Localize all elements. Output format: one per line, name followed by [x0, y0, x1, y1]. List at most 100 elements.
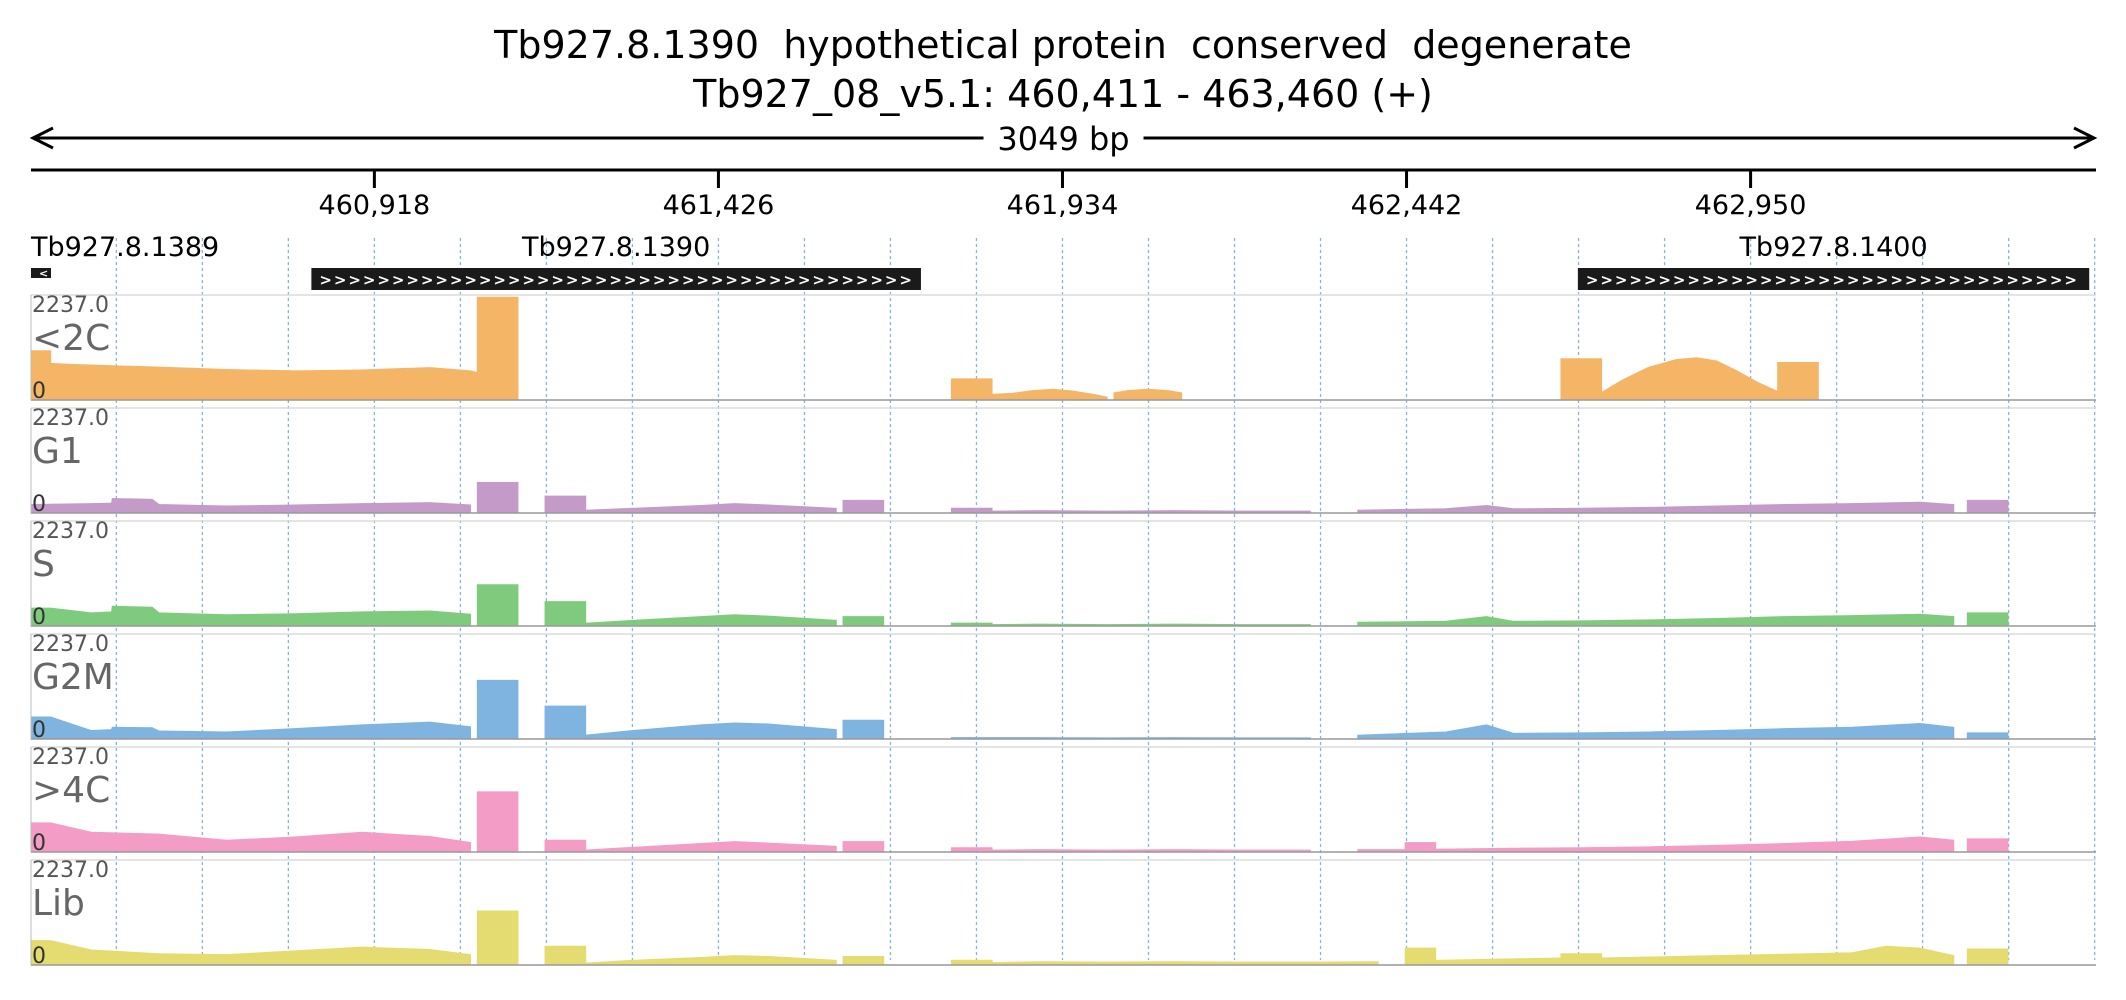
coverage-area [585, 722, 837, 740]
y-max-label: 2237.0 [32, 406, 109, 431]
strand-arrow-icon: > [522, 271, 535, 289]
strand-arrow-icon: > [1600, 271, 1613, 289]
coverage-area [950, 378, 993, 401]
strand-arrow-icon: > [1760, 271, 1773, 289]
chart-subtitle: Tb927_08_v5.1: 460,411 - 463,460 (+) [693, 72, 1433, 116]
coverage-area [30, 716, 472, 740]
coverage-area [544, 945, 587, 966]
coverage-area [476, 296, 519, 401]
y-min-label: 0 [32, 831, 46, 856]
coverage-area [1435, 836, 1955, 853]
strand-arrow-icon: > [1934, 271, 1947, 289]
x-tick-label-1: 461,426 [663, 190, 775, 221]
strand-arrow-icon: > [1774, 271, 1787, 289]
strand-arrow-icon: > [508, 271, 521, 289]
coverage-area [476, 910, 519, 966]
coverage-area [842, 841, 885, 853]
y-min-label: 0 [32, 492, 46, 517]
strand-arrow-icon: > [653, 271, 666, 289]
strand-arrow-icon: > [725, 271, 738, 289]
coverage-area [476, 481, 519, 514]
coverage-area [30, 940, 472, 966]
coverage-area [1404, 947, 1437, 966]
coverage-area [1777, 361, 1819, 401]
coverage-area [585, 614, 837, 627]
coverage-area [1113, 388, 1183, 401]
chart-title: Tb927.8.1390 hypothetical protein conser… [494, 23, 1632, 67]
coverage-area [991, 961, 1379, 966]
strand-arrow-icon: < [39, 267, 48, 280]
strand-arrow-icon: > [783, 271, 796, 289]
strand-arrow-icon: > [696, 271, 709, 289]
coverage-area [1601, 357, 1779, 401]
strand-arrow-icon: > [856, 271, 869, 289]
strand-arrow-icon: > [1615, 271, 1628, 289]
coverage-area [842, 616, 885, 627]
coverage-area [991, 388, 1108, 401]
coverage-area [842, 956, 885, 966]
strand-arrow-icon: > [682, 271, 695, 289]
y-min-label: 0 [32, 944, 46, 969]
coverage-area [1560, 953, 1603, 966]
coverage-area [1966, 612, 2009, 627]
coverage-area [476, 679, 519, 740]
coverage-area [842, 719, 885, 740]
strand-arrow-icon: > [421, 271, 434, 289]
strand-arrow-icon: > [870, 271, 883, 289]
track-name: S [32, 544, 55, 585]
gene-label-2: Tb927.8.1400 [1738, 232, 1927, 263]
strand-arrow-icon: > [609, 271, 622, 289]
strand-arrow-icon: > [1992, 271, 2005, 289]
coverage-area [1357, 723, 1955, 740]
strand-arrow-icon: > [363, 271, 376, 289]
strand-arrow-icon: > [1673, 271, 1686, 289]
strand-arrow-icon: > [798, 271, 811, 289]
strand-arrow-icon: > [1658, 271, 1671, 289]
strand-arrow-icon: > [1861, 271, 1874, 289]
y-max-label: 2237.0 [32, 745, 109, 770]
strand-arrow-icon: > [812, 271, 825, 289]
coverage-area [585, 841, 837, 853]
strand-arrow-icon: > [1890, 271, 1903, 289]
coverage-area [585, 955, 837, 966]
track-2 [30, 520, 2096, 627]
coverage-area [544, 495, 587, 514]
strand-arrow-icon: > [450, 271, 463, 289]
strand-arrow-icon: > [493, 271, 506, 289]
strand-arrow-icon: > [1644, 271, 1657, 289]
strand-arrow-icon: > [392, 271, 405, 289]
strand-arrow-icon: > [1832, 271, 1845, 289]
strand-arrow-icon: > [377, 271, 390, 289]
y-max-label: 2237.0 [32, 519, 109, 544]
y-max-label: 2237.0 [32, 632, 109, 657]
gene-label-1: Tb927.8.1390 [521, 232, 710, 263]
strand-arrow-icon: > [1789, 271, 1802, 289]
x-tick-label-3: 462,442 [1351, 190, 1463, 221]
x-tick-label-0: 460,918 [319, 190, 431, 221]
span-arrow-left-head [29, 126, 54, 150]
track-name: G2M [32, 657, 114, 698]
strand-arrow-icon: > [1745, 271, 1758, 289]
track-name: <2C [32, 318, 110, 359]
y-max-label: 2237.0 [32, 858, 109, 883]
strand-arrow-icon: > [1818, 271, 1831, 289]
strand-arrow-icon: > [769, 271, 782, 289]
coverage-area [476, 584, 519, 627]
strand-arrow-icon: > [348, 271, 361, 289]
coverage-area [1966, 732, 2009, 740]
x-tick-label-2: 461,934 [1007, 190, 1119, 221]
coverage-area [585, 503, 837, 514]
track-1 [30, 407, 2096, 514]
coverage-area [1601, 945, 1955, 966]
strand-arrow-icon: > [595, 271, 608, 289]
strand-arrow-icon: > [899, 271, 912, 289]
y-max-label: 2237.0 [32, 293, 109, 318]
y-min-label: 0 [32, 605, 46, 630]
strand-arrow-icon: > [319, 271, 332, 289]
coverage-area [544, 705, 587, 740]
strand-arrow-icon: > [1687, 271, 1700, 289]
coverage-area [544, 601, 587, 627]
gene-label-0: Tb927.8.1389 [30, 232, 219, 263]
coverage-area [1404, 842, 1437, 853]
